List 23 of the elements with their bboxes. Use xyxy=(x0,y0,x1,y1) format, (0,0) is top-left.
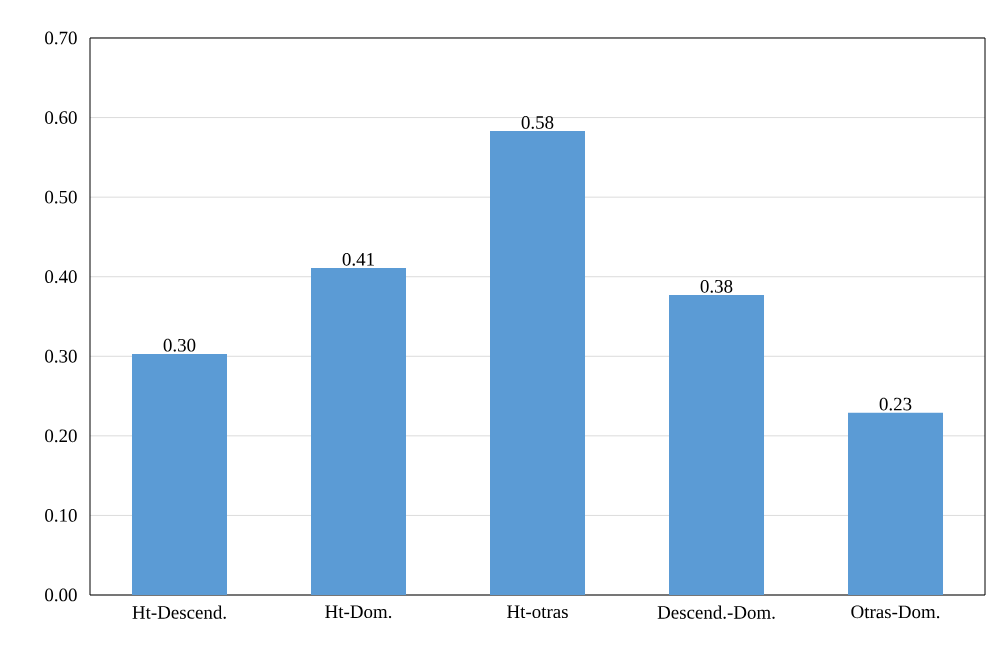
y-tick-label: 0.10 xyxy=(45,509,77,522)
x-tick-label: Descend.-Dom. xyxy=(657,605,775,619)
data-label: 0.41 xyxy=(342,252,374,266)
bar xyxy=(669,295,765,595)
bar xyxy=(490,131,585,595)
x-tick-label: Ht-otras xyxy=(507,605,568,619)
y-tick-label: 0.40 xyxy=(45,270,77,284)
bar xyxy=(132,353,227,595)
bar xyxy=(848,412,944,595)
x-tick-label: Ht-Dom. xyxy=(325,605,392,619)
y-tick-label: 0.60 xyxy=(45,111,77,124)
y-tick-label: 0.50 xyxy=(45,190,77,204)
y-tick-label: 0.20 xyxy=(45,429,77,443)
data-label: 0.38 xyxy=(700,279,733,293)
data-label: 0.23 xyxy=(879,397,912,411)
y-tick-label: 0.30 xyxy=(45,349,77,363)
x-tick-label: Ht-Descend. xyxy=(132,605,226,619)
x-tick-label: Otras-Dom. xyxy=(851,605,940,619)
data-label: 0.30 xyxy=(163,338,196,352)
data-label: 0.58 xyxy=(521,116,554,129)
bar xyxy=(311,267,406,595)
y-tick-label: 0.70 xyxy=(45,31,77,45)
y-tick-label: 0.00 xyxy=(45,588,77,602)
